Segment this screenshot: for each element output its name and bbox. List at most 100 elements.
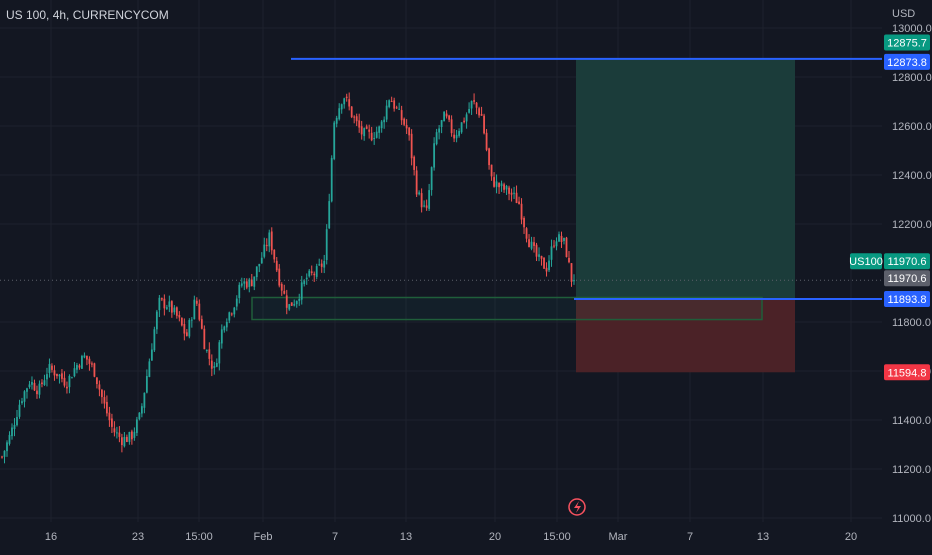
candle	[558, 231, 560, 243]
candles	[1, 92, 575, 464]
candle	[280, 282, 283, 296]
candle-body	[263, 244, 266, 257]
candle-body	[233, 307, 236, 315]
candle	[275, 257, 278, 273]
candle-body	[373, 137, 376, 140]
candle-body	[185, 332, 188, 336]
candle-body	[76, 364, 78, 370]
candle-body	[490, 164, 493, 177]
candle	[543, 257, 545, 269]
candle	[308, 269, 311, 278]
candle	[173, 305, 176, 315]
candle	[493, 172, 495, 188]
candle	[570, 263, 573, 287]
candle-body	[96, 377, 98, 385]
candle-body	[103, 397, 106, 404]
candle	[163, 294, 166, 316]
candle	[510, 188, 513, 202]
candle	[111, 413, 113, 433]
candle	[235, 295, 238, 311]
candle	[533, 236, 535, 253]
candle-body	[540, 255, 543, 259]
candle-body	[48, 364, 51, 373]
candle-body	[278, 268, 281, 286]
candle-body	[465, 114, 468, 122]
candle-body	[175, 307, 178, 316]
current-price-badge: 11970.6	[884, 270, 930, 287]
candle-body	[155, 311, 158, 330]
candle-body	[111, 418, 113, 427]
candle-body	[83, 355, 86, 358]
candle	[413, 155, 416, 176]
candle	[410, 129, 413, 166]
candle	[373, 132, 376, 145]
candle	[51, 363, 53, 373]
candle-body	[61, 373, 63, 379]
candle	[445, 110, 448, 119]
candle-body	[93, 363, 96, 377]
time-axis: 16 23 15:00 Feb 7 13 20 15:00 Mar 7 13 20	[45, 531, 857, 543]
candle	[155, 309, 158, 334]
candle-body	[348, 99, 351, 107]
candle	[468, 102, 470, 114]
candle	[443, 111, 446, 122]
candle	[323, 254, 326, 274]
candle	[538, 247, 540, 262]
candle	[535, 242, 538, 262]
candle	[6, 440, 8, 457]
candle	[13, 418, 16, 437]
lightning-icon[interactable]	[568, 498, 586, 516]
price-tick-label: 12400.0	[892, 170, 932, 182]
candle-body	[483, 115, 485, 134]
time-tick-label: 13	[400, 531, 412, 543]
candle-body	[38, 383, 41, 395]
candle	[170, 300, 173, 318]
candle	[555, 237, 558, 251]
candle-body	[493, 177, 495, 187]
candle	[1, 455, 3, 459]
candle-body	[225, 322, 228, 328]
candle-body	[463, 120, 465, 123]
candle	[93, 362, 96, 378]
candle-body	[283, 290, 286, 294]
candle-body	[320, 263, 323, 267]
candle-body	[68, 375, 71, 388]
candle-body	[31, 381, 33, 385]
candle-body	[123, 437, 126, 447]
candle	[113, 421, 116, 437]
candle	[108, 406, 111, 427]
candle	[560, 231, 563, 248]
time-tick-label: Feb	[254, 531, 273, 543]
candle-body	[543, 257, 545, 269]
candle-body	[318, 264, 321, 266]
candle	[31, 376, 33, 390]
candle-body	[368, 129, 371, 132]
candle-body	[58, 374, 61, 377]
symbol-tag[interactable]: US100	[849, 253, 883, 270]
candle-body	[125, 436, 128, 442]
candle	[375, 126, 378, 139]
candle	[300, 275, 303, 305]
target-price-badge: 12875.7	[884, 34, 930, 51]
candle	[448, 114, 451, 123]
candle-body	[398, 108, 401, 110]
candle	[363, 127, 366, 141]
symbol-legend[interactable]: US 100, 4h, CURRENCYCOM	[6, 8, 169, 22]
demand-zone	[251, 296, 763, 321]
candle	[33, 379, 36, 392]
candle-body	[458, 131, 461, 136]
candle-body	[153, 329, 156, 351]
candle	[495, 174, 498, 194]
candle-body	[11, 427, 13, 437]
candle	[553, 240, 555, 249]
candle	[76, 362, 78, 374]
candle-body	[265, 244, 268, 247]
candle-body	[300, 282, 303, 300]
entry-price-badge: 11893.8	[884, 291, 930, 308]
candle	[430, 166, 433, 196]
candle-body	[443, 111, 446, 122]
price-tick-label: 11400.0	[892, 415, 931, 427]
candle	[273, 249, 276, 263]
